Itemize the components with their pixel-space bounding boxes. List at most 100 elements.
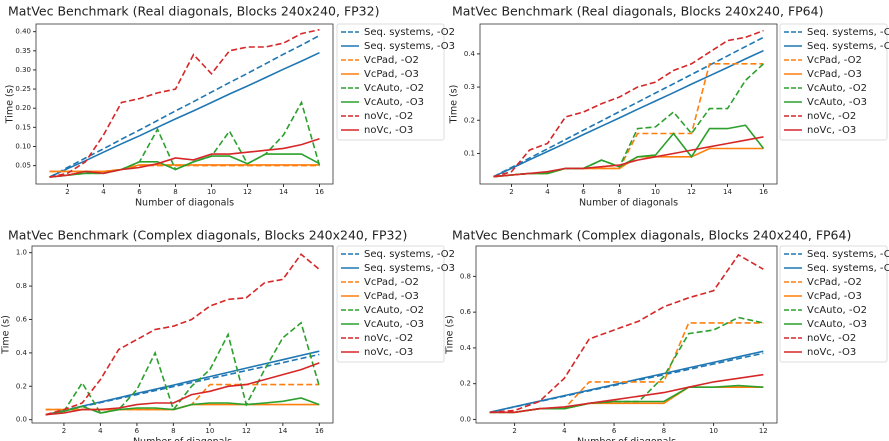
legend-label: VcPad, -O2 <box>364 277 419 288</box>
series-line <box>45 253 320 416</box>
legend-label: VcAuto, -O2 <box>364 305 424 316</box>
legend-label: Seq. systems, -O3 <box>364 41 455 52</box>
legend-label: VcAuto, -O3 <box>807 319 867 330</box>
series-line <box>493 29 764 178</box>
legend-box <box>779 245 888 363</box>
series-line <box>489 386 764 414</box>
legend-label: VcPad, -O2 <box>807 277 862 288</box>
series-line <box>49 51 320 178</box>
y-tick-label: 0.2 <box>464 116 475 124</box>
x-axis-label: Number of diagonals <box>133 437 232 441</box>
legend-label: noVc, -O3 <box>807 347 856 358</box>
series-line <box>493 136 764 178</box>
y-axis-label: Time (s) <box>449 85 460 125</box>
series-line <box>489 253 764 414</box>
x-tick-label: 6 <box>135 427 140 435</box>
x-tick-label: 10 <box>709 427 718 435</box>
series-line <box>49 34 320 178</box>
chart-title: MatVec Benchmark (Real diagonals, Blocks… <box>8 4 379 19</box>
y-tick-label: 0.4 <box>460 344 472 352</box>
x-tick-label: 4 <box>545 188 550 196</box>
legend: Seq. systems, -O2 Seq. systems, -O3 VcPad,… <box>779 23 889 141</box>
series-line <box>49 153 320 178</box>
y-tick-label: 0.2 <box>460 380 471 388</box>
legend-label: noVc, -O3 <box>364 125 413 136</box>
y-tick-label: 0.20 <box>15 104 31 112</box>
legend-label: Seq. systems, -O3 <box>807 263 889 274</box>
series-line <box>493 62 764 178</box>
x-axis-label: Number of diagonals <box>579 198 678 209</box>
x-tick-label: 14 <box>279 188 288 196</box>
chart-title: MatVec Benchmark (Complex diagonals, Blo… <box>452 228 851 243</box>
series-line <box>49 28 320 178</box>
x-tick-label: 16 <box>315 188 324 196</box>
y-axis-label: Time (s) <box>5 85 16 125</box>
legend-label: VcAuto, -O2 <box>364 83 424 94</box>
legend-label: VcPad, -O3 <box>364 291 419 302</box>
series-line <box>493 36 764 178</box>
x-tick-label: 12 <box>242 427 251 435</box>
legend-label: noVc, -O2 <box>807 111 856 122</box>
legend-label: VcAuto, -O2 <box>807 83 867 94</box>
series-line <box>493 63 765 178</box>
x-tick-label: 8 <box>617 188 621 196</box>
x-tick-label: 4 <box>101 188 106 196</box>
plot-frame <box>31 245 334 424</box>
series-line <box>45 321 321 416</box>
legend: Seq. systems, -O2 Seq. systems, -O3 VcPad,… <box>336 23 455 141</box>
y-tick-label: 0.40 <box>15 28 31 36</box>
x-tick-label: 4 <box>562 427 567 435</box>
legend-label: Seq. systems, -O2 <box>364 249 455 260</box>
x-tick-label: 6 <box>612 427 617 435</box>
x-tick-label: 16 <box>759 188 768 196</box>
x-tick-label: 12 <box>243 188 252 196</box>
series-line <box>45 350 320 416</box>
x-tick-label: 16 <box>315 427 324 435</box>
series-line <box>493 49 764 178</box>
y-tick-label: 0.6 <box>460 308 472 316</box>
legend-label: VcPad, -O2 <box>364 55 419 66</box>
legend-label: Seq. systems, -O2 <box>364 27 455 38</box>
legend-label: noVc, -O3 <box>807 125 856 136</box>
legend-label: noVc, -O3 <box>364 347 413 358</box>
series-line <box>493 124 765 178</box>
legend-box <box>336 23 445 141</box>
y-tick-label: 0.1 <box>464 149 475 157</box>
series-line <box>489 384 764 414</box>
legend-label: VcPad, -O3 <box>364 69 419 80</box>
y-tick-label: 0.6 <box>16 315 28 323</box>
y-tick-label: 0.4 <box>16 349 28 357</box>
legend: Seq. systems, -O2 Seq. systems, -O3 VcPad,… <box>779 245 889 363</box>
legend: Seq. systems, -O2 Seq. systems, -O3 VcPad,… <box>336 245 455 363</box>
legend-label: VcAuto, -O2 <box>807 305 867 316</box>
y-axis-label: Time (s) <box>1 315 12 355</box>
y-tick-label: 0.30 <box>15 66 31 74</box>
legend-box <box>779 23 888 141</box>
y-tick-label: 0.15 <box>15 123 31 131</box>
legend-label: noVc, -O2 <box>364 111 413 122</box>
x-tick-label: 10 <box>205 427 214 435</box>
x-tick-label: 2 <box>512 427 516 435</box>
series-line <box>489 322 764 414</box>
x-tick-label: 8 <box>173 188 177 196</box>
chart-title: MatVec Benchmark (Complex diagonals, Blo… <box>8 228 407 243</box>
y-tick-label: 0.4 <box>464 50 476 58</box>
legend-box <box>336 245 445 363</box>
legend-label: VcAuto, -O3 <box>364 319 424 330</box>
y-tick-label: 0.2 <box>16 382 27 390</box>
x-axis-label: Number of diagonals <box>135 198 234 209</box>
plot-frame <box>35 23 334 185</box>
series-line <box>489 373 764 414</box>
plot-frame <box>475 245 778 424</box>
x-tick-label: 8 <box>662 427 666 435</box>
x-tick-label: 12 <box>759 427 768 435</box>
legend-label: VcPad, -O2 <box>807 55 862 66</box>
x-tick-label: 14 <box>723 188 732 196</box>
legend-label: noVc, -O2 <box>364 333 413 344</box>
x-tick-label: 2 <box>65 188 69 196</box>
y-tick-label: 0.0 <box>460 415 471 423</box>
x-tick-label: 2 <box>509 188 513 196</box>
legend-label: Seq. systems, -O3 <box>364 263 455 274</box>
y-tick-label: 0.0 <box>16 416 27 424</box>
